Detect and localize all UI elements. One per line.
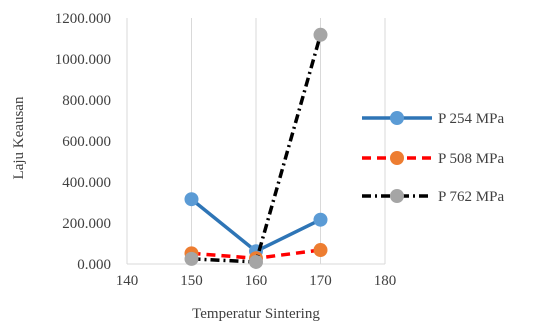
legend-marker	[390, 111, 404, 125]
x-tick-label: 150	[180, 273, 203, 289]
y-axis-title: Laju Keausan	[11, 96, 27, 179]
y-tick-label: 400.000	[62, 175, 111, 191]
legend: P 254 MPa P 508 MPa P 762 MPa	[362, 111, 504, 205]
x-tick-label: 170	[309, 273, 332, 289]
x-tick-label: 140	[116, 273, 139, 289]
data-point	[184, 251, 199, 266]
legend-label: P 508 MPa	[438, 151, 504, 167]
x-axis-title: Temperatur Sintering	[192, 306, 320, 322]
data-point	[249, 254, 263, 269]
data-point	[313, 243, 328, 258]
x-tick-label: 160	[245, 273, 268, 289]
y-tick-label: 1000.000	[55, 52, 111, 68]
legend-marker	[390, 189, 404, 203]
y-tick-label: 200.000	[62, 216, 111, 232]
chart-series	[184, 27, 328, 269]
y-tick-label: 600.000	[62, 134, 111, 150]
data-point	[313, 27, 328, 42]
y-tick-label: 800.000	[62, 93, 111, 109]
y-tick-label: 0.000	[77, 257, 111, 273]
chart-grid	[126, 18, 386, 265]
data-point	[184, 192, 199, 207]
legend-label: P 762 MPa	[438, 189, 504, 205]
legend-marker	[390, 151, 404, 165]
y-tick-label: 1200.000	[55, 11, 111, 27]
x-tick-label: 180	[374, 273, 397, 289]
x-axis: 140 150 160 170 180	[116, 273, 397, 289]
y-axis: 0.000 200.000 400.000 600.000 800.000 1000.00…	[55, 11, 111, 273]
legend-label: P 254 MPa	[438, 111, 504, 127]
data-point	[313, 212, 328, 227]
